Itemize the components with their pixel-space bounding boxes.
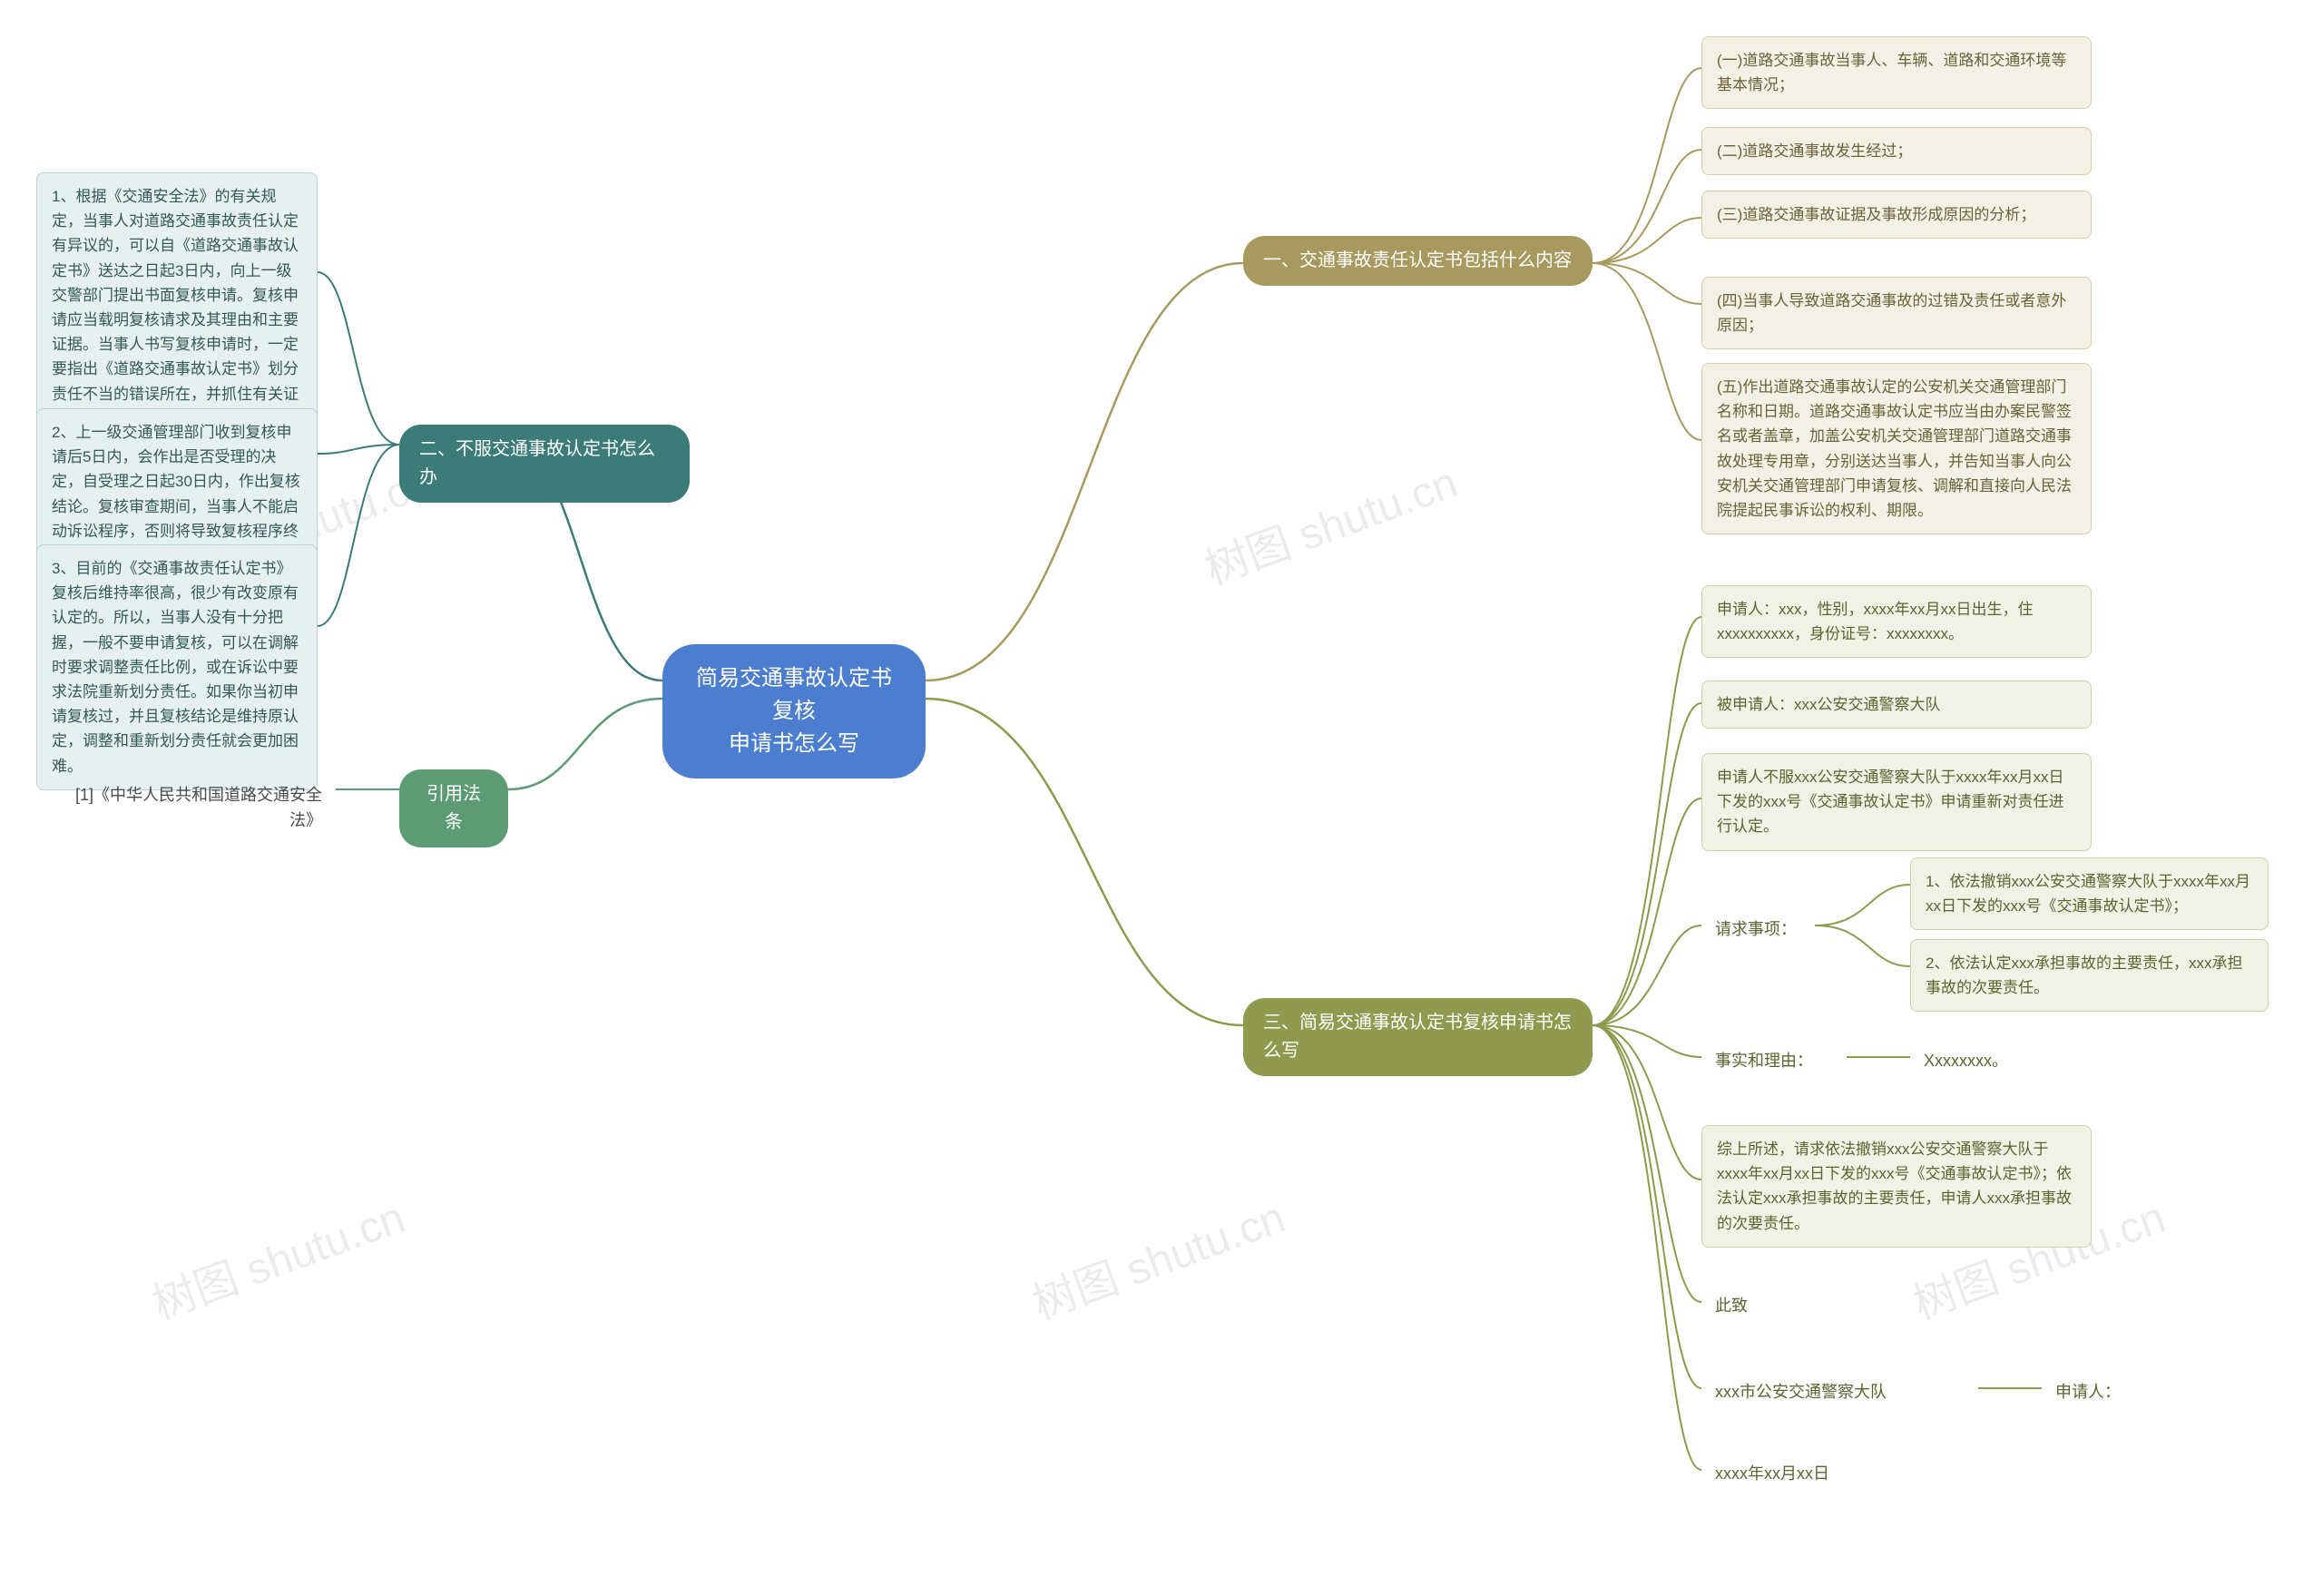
branch3-signer-label[interactable]: 申请人： — [2042, 1370, 2160, 1415]
branch3-facts-label[interactable]: 事实和理由： — [1701, 1039, 1847, 1084]
branch-3-label: 三、简易交通事故认定书复核申请书怎么写 — [1263, 1013, 1572, 1061]
branch3-facts-text[interactable]: Xxxxxxxx。 — [1910, 1039, 2092, 1084]
branch-4[interactable]: 引用法条 — [399, 769, 508, 847]
branch-1-label: 一、交通事故责任认定书包括什么内容 — [1263, 250, 1572, 270]
branch-3[interactable]: 三、简易交通事故认定书复核申请书怎么写 — [1243, 998, 1593, 1076]
branch3-request-2[interactable]: 2、依法认定xxx承担事故的主要责任，xxx承担事故的次要责任。 — [1910, 939, 2269, 1012]
watermark: 树图 shutu.cn — [1195, 446, 1465, 596]
watermark: 树图 shutu.cn — [1023, 1181, 1292, 1331]
branch2-leaf-3[interactable]: 3、目前的《交通事故责任认定书》复核后维持率很高，很少有改变原有认定的。所以，当… — [36, 544, 318, 790]
branch3-request-intro[interactable]: 申请人不服xxx公安交通警察大队于xxxx年xx月xx日下发的xxx号《交通事故… — [1701, 753, 2092, 851]
mindmap-canvas: 树图 shutu.cn 树图 shutu.cn 树图 shutu.cn 树图 s… — [0, 0, 2323, 1596]
branch4-leaf[interactable]: [1]《中华人民共和国道路交通安全法》 — [54, 773, 336, 844]
branch1-leaf-5[interactable]: (五)作出道路交通事故认定的公安机关交通管理部门名称和日期。道路交通事故认定书应… — [1701, 363, 2092, 534]
branch-2-label: 二、不服交通事故认定书怎么办 — [419, 439, 655, 487]
branch1-leaf-4[interactable]: (四)当事人导致道路交通事故的过错及责任或者意外原因； — [1701, 277, 2092, 349]
branch3-date[interactable]: xxxx年xx月xx日 — [1701, 1452, 1928, 1497]
root-node[interactable]: 简易交通事故认定书复核 申请书怎么写 — [662, 644, 926, 778]
branch-1[interactable]: 一、交通事故责任认定书包括什么内容 — [1243, 236, 1593, 286]
branch1-leaf-3[interactable]: (三)道路交通事故证据及事故形成原因的分析； — [1701, 191, 2092, 239]
branch3-request-1[interactable]: 1、依法撤销xxx公安交通警察大队于xxxx年xx月xx日下发的xxx号《交通事… — [1910, 857, 2269, 930]
watermark: 树图 shutu.cn — [142, 1181, 412, 1331]
branch-2[interactable]: 二、不服交通事故认定书怎么办 — [399, 425, 690, 503]
root-title-line2: 申请书怎么写 — [688, 728, 900, 760]
branch-4-label: 引用法条 — [426, 784, 481, 832]
branch1-leaf-2[interactable]: (二)道路交通事故发生经过； — [1701, 127, 2092, 175]
branch3-respondent[interactable]: 被申请人：xxx公安交通警察大队 — [1701, 681, 2092, 729]
branch3-closing[interactable]: 此致 — [1701, 1284, 1792, 1329]
root-title-line1: 简易交通事故认定书复核 — [688, 662, 900, 728]
branch3-requests-label[interactable]: 请求事项： — [1701, 907, 1815, 953]
branch3-conclusion[interactable]: 综上所述，请求依法撤销xxx公安交通警察大队于xxxx年xx月xx日下发的xxx… — [1701, 1125, 2092, 1248]
branch3-applicant[interactable]: 申请人：xxx，性别，xxxx年xx月xx日出生，住xxxxxxxxxx，身份证… — [1701, 585, 2092, 658]
branch3-addressee[interactable]: xxx市公安交通警察大队 — [1701, 1370, 1978, 1415]
branch1-leaf-1[interactable]: (一)道路交通事故当事人、车辆、道路和交通环境等基本情况； — [1701, 36, 2092, 109]
